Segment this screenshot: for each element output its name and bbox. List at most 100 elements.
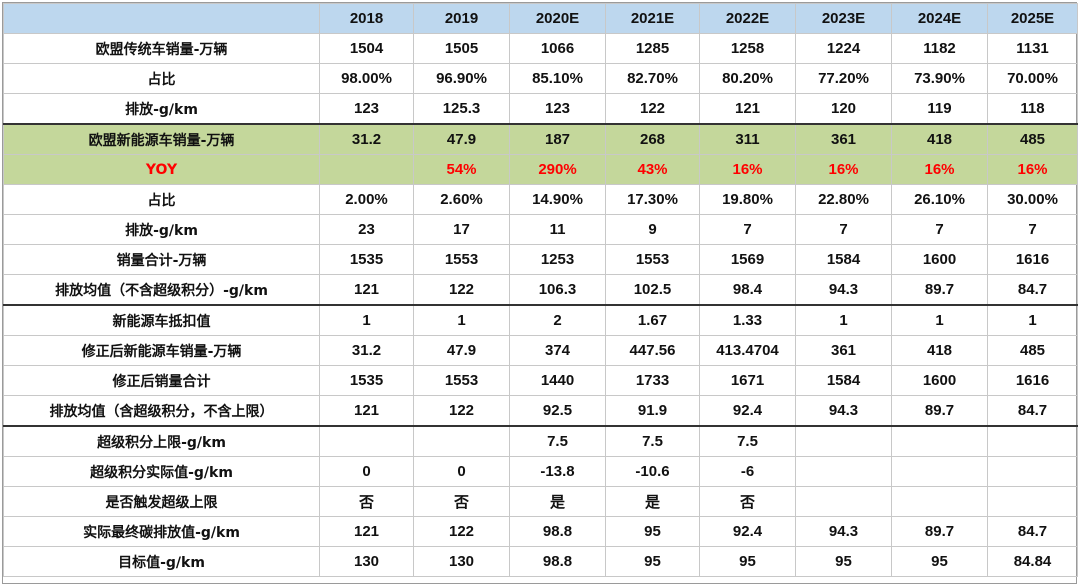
table-cell[interactable]: [319, 154, 414, 185]
table-cell[interactable]: 16%: [987, 154, 1078, 185]
row-label[interactable]: 占比: [3, 63, 320, 94]
table-cell[interactable]: 98.4: [699, 274, 796, 306]
column-header[interactable]: 2025E: [987, 3, 1078, 34]
table-cell[interactable]: 122: [413, 274, 510, 306]
table-cell[interactable]: 1505: [413, 33, 510, 64]
table-cell[interactable]: 120: [795, 93, 892, 125]
table-cell[interactable]: 94.3: [795, 516, 892, 547]
table-cell[interactable]: 16%: [699, 154, 796, 185]
table-cell[interactable]: 1: [319, 304, 414, 336]
table-cell[interactable]: 1131: [987, 33, 1078, 64]
table-cell[interactable]: 2: [509, 304, 606, 336]
table-cell[interactable]: 91.9: [605, 395, 700, 427]
table-cell[interactable]: 1258: [699, 33, 796, 64]
table-cell[interactable]: 否: [699, 486, 796, 517]
table-cell[interactable]: 16%: [891, 154, 988, 185]
table-cell[interactable]: 122: [413, 395, 510, 427]
table-cell[interactable]: 1285: [605, 33, 700, 64]
table-cell[interactable]: 95: [605, 516, 700, 547]
table-cell[interactable]: -13.8: [509, 456, 606, 487]
table-cell[interactable]: 1224: [795, 33, 892, 64]
table-cell[interactable]: 1: [987, 304, 1078, 336]
table-cell[interactable]: 85.10%: [509, 63, 606, 94]
table-cell[interactable]: 130: [413, 546, 510, 577]
table-cell[interactable]: 95: [605, 546, 700, 577]
table-cell[interactable]: 1: [795, 304, 892, 336]
table-cell[interactable]: 17: [413, 214, 510, 245]
table-cell[interactable]: 98.00%: [319, 63, 414, 94]
table-cell[interactable]: 7.5: [509, 425, 606, 457]
table-cell[interactable]: -6: [699, 456, 796, 487]
header-corner-cell[interactable]: [3, 3, 320, 34]
table-cell[interactable]: [795, 425, 892, 457]
table-cell[interactable]: 95: [699, 546, 796, 577]
table-cell[interactable]: 187: [509, 123, 606, 155]
table-cell[interactable]: 7: [795, 214, 892, 245]
table-cell[interactable]: 1440: [509, 365, 606, 396]
row-label[interactable]: 欧盟传统车销量-万辆: [3, 33, 320, 64]
row-label[interactable]: YOY: [3, 154, 320, 185]
table-cell[interactable]: 418: [891, 123, 988, 155]
table-cell[interactable]: 1.33: [699, 304, 796, 336]
table-cell[interactable]: 1671: [699, 365, 796, 396]
table-cell[interactable]: 290%: [509, 154, 606, 185]
table-cell[interactable]: 95: [795, 546, 892, 577]
table-cell[interactable]: 是: [509, 486, 606, 517]
table-cell[interactable]: 123: [319, 93, 414, 125]
table-cell[interactable]: 22.80%: [795, 184, 892, 215]
table-cell[interactable]: [987, 425, 1078, 457]
table-cell[interactable]: 7.5: [699, 425, 796, 457]
column-header[interactable]: 2024E: [891, 3, 988, 34]
table-cell[interactable]: [795, 486, 892, 517]
table-cell[interactable]: 1535: [319, 244, 414, 275]
table-cell[interactable]: [319, 425, 414, 457]
table-cell[interactable]: 121: [319, 395, 414, 427]
table-cell[interactable]: 89.7: [891, 516, 988, 547]
table-cell[interactable]: 1616: [987, 365, 1078, 396]
table-cell[interactable]: 43%: [605, 154, 700, 185]
table-cell[interactable]: 96.90%: [413, 63, 510, 94]
table-cell[interactable]: 106.3: [509, 274, 606, 306]
table-cell[interactable]: 119: [891, 93, 988, 125]
table-cell[interactable]: 92.4: [699, 516, 796, 547]
table-cell[interactable]: 1553: [413, 244, 510, 275]
column-header[interactable]: 2019: [413, 3, 510, 34]
table-cell[interactable]: 84.7: [987, 274, 1078, 306]
row-label[interactable]: 超级积分上限-g/km: [3, 425, 320, 457]
column-header[interactable]: 2020E: [509, 3, 606, 34]
row-label[interactable]: 排放-g/km: [3, 214, 320, 245]
row-label[interactable]: 实际最终碳排放值-g/km: [3, 516, 320, 547]
table-cell[interactable]: 7.5: [605, 425, 700, 457]
table-cell[interactable]: 94.3: [795, 274, 892, 306]
row-label[interactable]: 是否触发超级上限: [3, 486, 320, 517]
table-cell[interactable]: 1569: [699, 244, 796, 275]
table-cell[interactable]: 98.8: [509, 516, 606, 547]
table-cell[interactable]: 23: [319, 214, 414, 245]
row-label[interactable]: 欧盟新能源车销量-万辆: [3, 123, 320, 155]
table-cell[interactable]: 77.20%: [795, 63, 892, 94]
table-cell[interactable]: 361: [795, 123, 892, 155]
table-cell[interactable]: 19.80%: [699, 184, 796, 215]
table-cell[interactable]: 17.30%: [605, 184, 700, 215]
table-cell[interactable]: 122: [605, 93, 700, 125]
table-cell[interactable]: 121: [319, 516, 414, 547]
column-header[interactable]: 2018: [319, 3, 414, 34]
table-cell[interactable]: 73.90%: [891, 63, 988, 94]
table-cell[interactable]: 121: [319, 274, 414, 306]
table-cell[interactable]: [987, 486, 1078, 517]
table-cell[interactable]: [987, 456, 1078, 487]
table-cell[interactable]: 418: [891, 335, 988, 366]
table-cell[interactable]: [795, 456, 892, 487]
table-cell[interactable]: 1182: [891, 33, 988, 64]
table-cell[interactable]: 2.60%: [413, 184, 510, 215]
column-header[interactable]: 2022E: [699, 3, 796, 34]
table-cell[interactable]: 89.7: [891, 274, 988, 306]
table-cell[interactable]: [891, 486, 988, 517]
column-header[interactable]: 2021E: [605, 3, 700, 34]
table-cell[interactable]: 1553: [413, 365, 510, 396]
table-cell[interactable]: 7: [891, 214, 988, 245]
row-label[interactable]: 新能源车抵扣值: [3, 304, 320, 336]
table-cell[interactable]: 1535: [319, 365, 414, 396]
table-cell[interactable]: 7: [699, 214, 796, 245]
table-cell[interactable]: [891, 456, 988, 487]
